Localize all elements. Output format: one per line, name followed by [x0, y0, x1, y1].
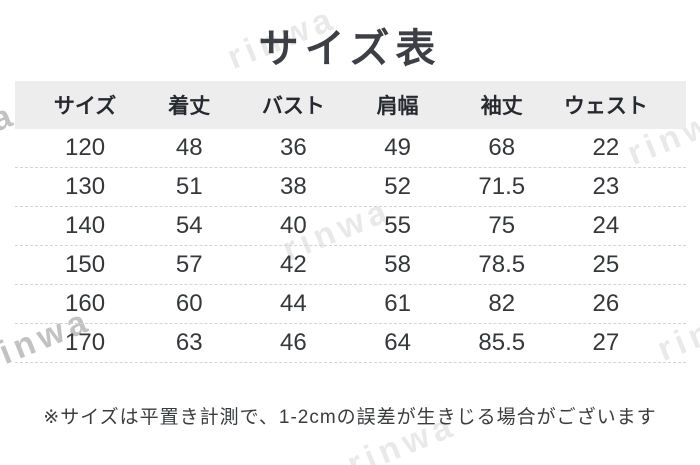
- table-row: 120 48 36 49 68 22: [15, 129, 686, 168]
- table-row: 150 57 42 58 78.5 25: [15, 246, 686, 285]
- table-cell: 55: [384, 212, 411, 239]
- table-cell: 22: [592, 134, 620, 161]
- table-cell: 75: [488, 212, 516, 239]
- header-cell-shoulder: 肩幅: [376, 95, 419, 118]
- header-cell-waist: ウェスト: [563, 95, 648, 118]
- table-cell: 25: [592, 251, 620, 278]
- table-cell: 49: [384, 134, 411, 161]
- table-cell: 63: [175, 329, 203, 356]
- table-cell: 23: [592, 173, 620, 200]
- table-cell: 64: [384, 329, 411, 356]
- size-table-header: サイズ 着丈 バスト 肩幅 袖丈 ウェスト: [15, 81, 686, 129]
- table-cell: 36: [280, 134, 307, 161]
- table-cell: 71.5: [478, 173, 526, 200]
- table-cell: 140: [65, 212, 106, 239]
- header-cell-length: 着丈: [168, 95, 211, 118]
- measurement-note: ※サイズは平置き計測で、1-2cmの誤差が生きじる場合がございます: [43, 407, 657, 428]
- table-row: 160 60 44 61 82 26: [15, 285, 686, 324]
- table-cell: 52: [384, 173, 411, 200]
- table-row: 170 63 46 64 85.5 27: [15, 324, 686, 363]
- table-cell: 42: [280, 251, 307, 278]
- table-cell: 38: [280, 173, 307, 200]
- table-cell: 120: [65, 134, 106, 161]
- table-cell: 27: [592, 329, 620, 356]
- table-cell: 54: [175, 212, 203, 239]
- table-cell: 58: [384, 251, 411, 278]
- table-cell: 61: [384, 290, 411, 317]
- table-cell: 51: [175, 173, 203, 200]
- table-cell: 44: [280, 290, 307, 317]
- table-cell: 160: [65, 290, 106, 317]
- table-cell: 130: [65, 173, 106, 200]
- table-cell: 26: [592, 290, 620, 317]
- header-cell-bust: バスト: [261, 95, 325, 118]
- table-row: 140 54 40 55 75 24: [15, 207, 686, 246]
- table-cell: 82: [488, 290, 516, 317]
- table-cell: 78.5: [478, 251, 526, 278]
- table-cell: 60: [175, 290, 203, 317]
- size-table-body: 120 48 36 49 68 22 130 51 38 52 71.5 23 …: [15, 129, 686, 363]
- page-title: サイズ表: [258, 27, 442, 71]
- table-cell: 85.5: [478, 329, 526, 356]
- table-cell: 57: [175, 251, 203, 278]
- table-cell: 24: [592, 212, 620, 239]
- table-cell: 170: [65, 329, 106, 356]
- table-cell: 40: [280, 212, 307, 239]
- table-row: 130 51 38 52 71.5 23: [15, 168, 686, 207]
- header-cell-size: サイズ: [53, 95, 117, 118]
- header-cell-sleeve: 袖丈: [480, 95, 523, 118]
- table-cell: 48: [175, 134, 203, 161]
- table-cell: 150: [65, 251, 106, 278]
- table-cell: 68: [488, 134, 516, 161]
- table-cell: 46: [280, 329, 307, 356]
